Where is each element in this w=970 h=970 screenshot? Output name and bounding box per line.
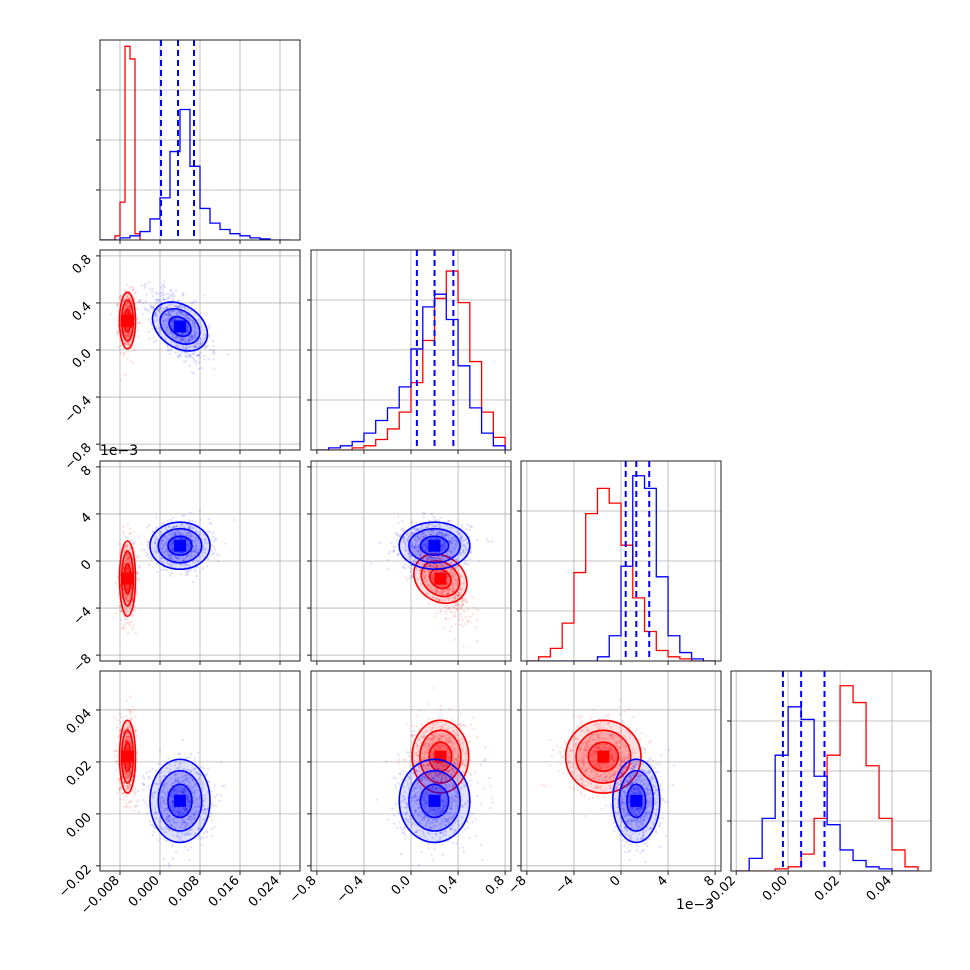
panel-0-0 [96,39,301,244]
x-tick-label: 0.02 [812,873,843,904]
panel-3-3: −0.02 0.00 0.02 0.04 [700,670,932,912]
y-tick-label: 0.02 [64,758,95,789]
panel-3-0: −0.008 0.000 0.008 0.016 0.024−0.020.000.020… [56,670,301,918]
panel-content [375,686,494,867]
y-tick-label: 0.0 [70,346,95,371]
y-tick-label: 0.8 [70,252,95,277]
panel-content [114,510,236,635]
panel-3-2: −8 −4 0 4 8 [506,670,722,897]
panel-2-1 [307,460,512,665]
panel-1-1 [307,249,512,454]
x-tick-label: 4 [654,873,670,889]
panel-content [316,250,506,450]
histogram-red [100,45,145,240]
scatter-blue [136,738,226,871]
histogram-blue [736,706,919,871]
x-tick-label: −4 [553,873,577,897]
density-peak-blue [630,794,643,807]
density-peak-blue [174,320,186,333]
histogram-red [316,270,506,450]
y-tick-label: 0.00 [64,810,95,841]
histogram-red [526,487,716,661]
x-tick-label: 0.0 [389,873,414,898]
x-tick-label: 0.04 [864,873,895,904]
y-tick-label: 8 [78,463,94,479]
density-peak-blue [428,794,441,807]
x-tick-label: 0.008 [166,873,203,910]
density-peak-red [121,314,134,327]
density-peak-blue [428,539,441,552]
y-tick-label: 0 [78,557,94,573]
panel-content [113,695,226,871]
panel-2-0: −8 −4 0 4 8 [71,460,301,676]
density-peak-red [121,572,134,585]
panel-content [369,512,494,648]
y-tick-label: 0.4 [70,299,95,324]
density-peak-red [434,572,447,585]
x-tick-label: −8 [506,873,530,897]
y-offset-text: 1e−3 [100,443,138,459]
panel-1-0: −0.8−0.40.00.40.8 [62,249,301,473]
histogram-red [736,685,919,871]
x-offset-text: 1e−3 [676,897,714,913]
x-tick-label: −0.4 [334,873,367,906]
x-tick-label: 0.00 [760,873,791,904]
x-tick-label: 0.000 [126,873,163,910]
density-peak-blue [174,539,186,552]
x-tick-label: 0.4 [436,873,461,898]
y-tick-label: −8 [71,651,95,675]
panel-content [110,280,230,381]
y-tick-label: −0.4 [62,393,95,426]
panel-content [100,40,290,240]
panel-3-1: −0.8 −0.4 0.0 0.4 0.8 [287,670,512,906]
x-tick-label: 0.016 [206,873,243,910]
x-tick-label: 0 [607,873,623,889]
histogram-blue [100,108,290,240]
density-peak-red [597,750,610,763]
y-tick-label: −0.02 [56,862,95,901]
histogram-blue [316,293,506,450]
panel-content [541,698,676,864]
density-peak-red [121,750,134,763]
y-tick-label: −4 [71,604,95,628]
y-tick-label: 4 [78,510,94,526]
y-tick-label: 0.04 [64,706,95,737]
density-peak-blue [174,794,186,807]
panel-2-2 [517,460,722,665]
panel-content [526,461,716,661]
x-tick-label: −0.8 [287,873,320,906]
panel-content [736,671,919,871]
histogram-blue [526,475,716,661]
x-tick-label: 0.024 [246,873,283,910]
x-tick-label: 0.8 [483,873,508,898]
